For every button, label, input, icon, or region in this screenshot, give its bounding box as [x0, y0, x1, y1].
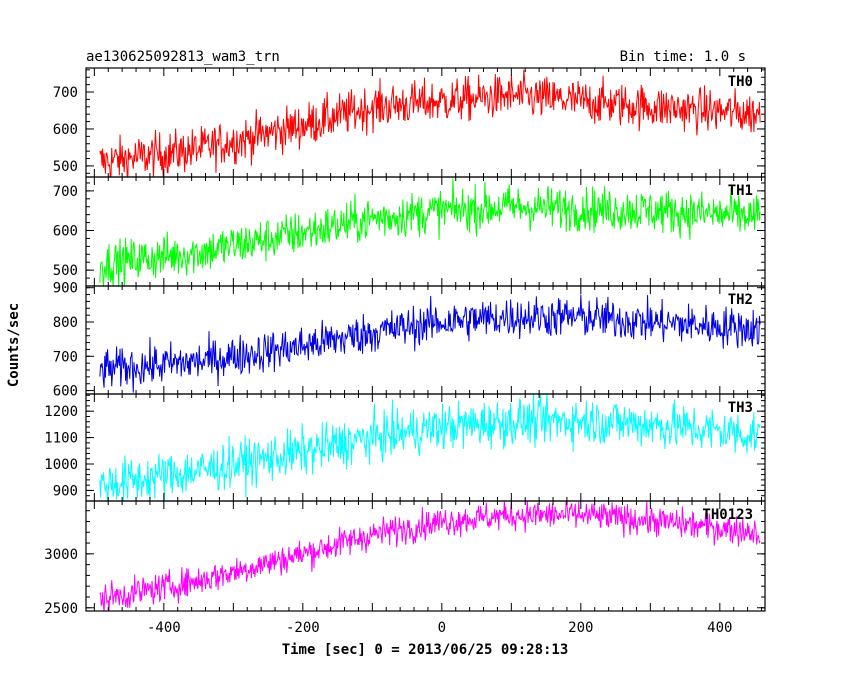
panel-label-th1: TH1: [728, 183, 753, 199]
y-tick-label: 3000: [44, 547, 78, 563]
x-tick-label: 0: [438, 620, 446, 636]
y-tick-label: 800: [53, 315, 78, 331]
x-axis-label: Time [sec] 0 = 2013/06/25 09:28:13: [282, 642, 569, 658]
y-axis-label: Counts/sec: [6, 303, 22, 387]
y-tick-label: 700: [53, 184, 78, 200]
series-line-th3: [99, 394, 761, 501]
panel-th3: 900 1000 1100 1200 TH3: [44, 393, 766, 502]
panel-th0123: 2500 3000 TH0123: [44, 500, 766, 617]
y-tick-label: 1100: [44, 431, 78, 447]
panel-label-th0123: TH0123: [702, 507, 753, 523]
y-tick-label: 600: [53, 384, 78, 400]
y-tick-label: 2500: [44, 601, 78, 617]
x-tick-label: 200: [568, 620, 593, 636]
bin-time-label: Bin time: 1.0 s: [620, 49, 746, 65]
panel-th1: 500 600 700 TH1: [53, 176, 766, 287]
y-tick-label: 700: [53, 349, 78, 365]
y-tick-label: 500: [53, 263, 78, 279]
y-tick-label: 600: [53, 122, 78, 138]
y-tick-label: 900: [53, 281, 78, 297]
chart-title: ae130625092813_wam3_trn: [86, 49, 280, 65]
x-tick-label: 400: [707, 620, 732, 636]
panel-label-th3: TH3: [728, 400, 753, 416]
y-tick-label: 500: [53, 159, 78, 175]
panel-label-th0: TH0: [728, 74, 753, 90]
series-line-th2: [99, 294, 761, 393]
x-tick-label: -400: [147, 620, 181, 636]
panels-group: 500 600 700 TH0 500 600 700 TH1 600 700 800 900 TH2 9…: [44, 67, 766, 636]
y-tick-label: 700: [53, 85, 78, 101]
panel-label-th2: TH2: [728, 292, 753, 308]
panel-frame-th0123: [85, 500, 766, 612]
series-line-th1: [99, 178, 761, 286]
y-tick-label: 1000: [44, 457, 78, 473]
series-line-th0123: [99, 501, 761, 611]
y-tick-label: 600: [53, 224, 78, 240]
panel-frame-th0: [85, 67, 766, 178]
y-tick-label: 900: [53, 483, 78, 499]
series-line-th0: [99, 69, 761, 177]
y-tick-label: 1200: [44, 404, 78, 420]
panel-frame-th3: [85, 393, 766, 502]
x-tick-label: -200: [286, 620, 320, 636]
panel-th0: 500 600 700 TH0: [53, 67, 766, 178]
panel-th2: 600 700 800 900 TH2: [53, 281, 766, 400]
